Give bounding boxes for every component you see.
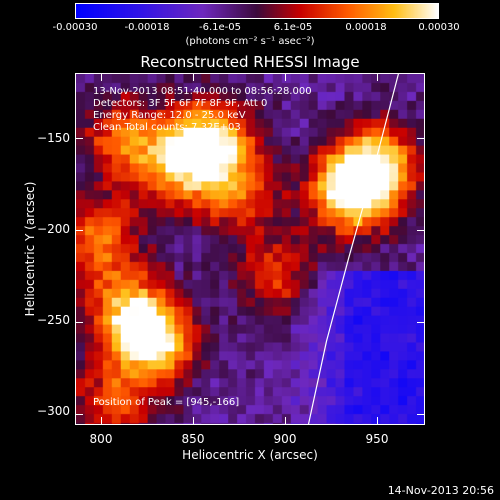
x-tick-mark <box>285 417 286 425</box>
colorbar-tick-label: -6.1e-05 <box>199 22 241 33</box>
peak-position-label: Position of Peak = [945,-166] <box>93 397 240 408</box>
colorbar-tick-label: -0.00030 <box>52 22 98 33</box>
colorbar-tick-label: 0.00030 <box>418 22 460 33</box>
colorbar-units: (photons cm⁻² s⁻¹ asec⁻²) <box>185 36 315 47</box>
x-tick-label: 850 <box>181 432 205 446</box>
x-axis-label: Heliocentric X (arcsec) <box>182 448 318 462</box>
y-tick-mark <box>417 413 425 415</box>
solar-limb-line <box>307 74 399 424</box>
y-tick-mark <box>417 229 425 231</box>
y-tick-mark <box>417 321 425 323</box>
plot-area: 13-Nov-2013 08:51:40.000 to 08:56:28.000… <box>75 73 425 425</box>
heatmap-image <box>76 74 424 424</box>
y-tick-label: −250 <box>37 313 70 327</box>
x-tick-mark <box>100 417 102 425</box>
x-tick-label: 800 <box>89 432 113 446</box>
colorbar-tick-label: -0.00018 <box>124 22 170 33</box>
colorbar-gradient <box>76 4 438 18</box>
y-tick-label: −200 <box>37 222 70 236</box>
limb-overlay <box>307 74 399 424</box>
y-tick-mark <box>417 137 425 139</box>
x-tick-mark <box>192 417 194 425</box>
x-tick-mark <box>377 73 379 81</box>
annotation-counts: Clean Total counts: 7.32E+03 <box>93 122 241 133</box>
y-tick-label: −150 <box>37 131 70 145</box>
y-tick-mark <box>75 413 83 415</box>
annotation-detectors: Detectors: 3F 5F 6F 7F 8F 9F, Att 0 <box>93 98 268 109</box>
x-tick-mark <box>192 73 194 81</box>
y-tick-mark <box>75 321 83 323</box>
x-tick-mark <box>100 73 102 81</box>
y-tick-mark <box>75 137 83 139</box>
annotation-time: 13-Nov-2013 08:51:40.000 to 08:56:28.000 <box>93 86 312 97</box>
x-tick-mark <box>377 417 379 425</box>
colorbar-tick-label: 6.1e-05 <box>273 22 313 33</box>
colorbar-tick-label: 0.00018 <box>345 22 387 33</box>
colorbar <box>75 3 439 19</box>
y-tick-label: −300 <box>37 404 70 418</box>
y-tick-mark <box>75 229 83 231</box>
chart-title: Reconstructed RHESSI Image <box>140 53 360 71</box>
footer-date: 14-Nov-2013 20:56 <box>387 484 494 497</box>
x-tick-label: 950 <box>365 432 389 446</box>
annotation-energy: Energy Range: 12.0 - 25.0 keV <box>93 110 246 121</box>
y-axis-label: Heliocentric Y (arcsec) <box>23 181 37 317</box>
x-tick-mark <box>285 73 286 81</box>
x-tick-label: 900 <box>273 432 297 446</box>
